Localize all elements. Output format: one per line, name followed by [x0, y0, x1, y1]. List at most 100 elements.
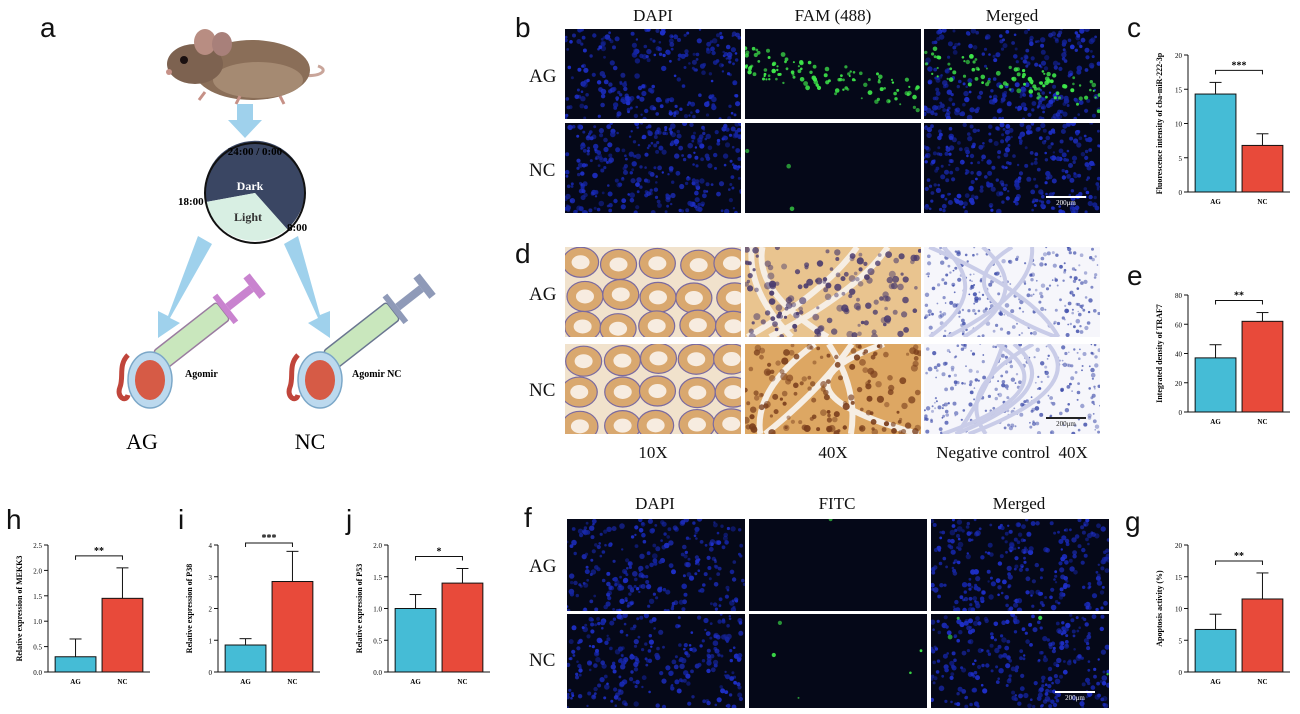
significance-bracket [1215, 560, 1263, 565]
chart-c: 0 5 10 15 20 Fluorescence intensity of cba-mi… [1155, 52, 1290, 206]
panel-label-g: g [1125, 506, 1141, 537]
y-tick-label: 40 [1175, 351, 1183, 359]
bar-ag [394, 608, 437, 673]
y-tick-label: 2.5 [33, 542, 42, 550]
clock-right-label: 8:00 [287, 222, 308, 234]
right-arrow-icon [284, 236, 330, 338]
d-image-nc-10x [565, 344, 741, 434]
significance-stars: ** [94, 546, 104, 557]
f-image-ag-dapi [567, 519, 745, 611]
panel-label-i: i [178, 504, 185, 535]
y-tick-label: 0.5 [33, 644, 42, 652]
d-bottom-label-10x: 10X [638, 443, 668, 462]
d-image-ag-40x [745, 247, 921, 337]
y-axis-label: Relative expression of P38 [185, 564, 194, 653]
schematic-panel-a: 24:00 / 0:00 18:00 8:00 Dark Light Agomi… [116, 29, 436, 454]
panel-label-j: j [346, 504, 353, 535]
d-bottom-label-neg: Negative control 40X [936, 443, 1088, 462]
y-tick-label: 20 [1175, 542, 1183, 550]
x-tick-label: AG [240, 678, 251, 686]
x-tick-label: AG [1210, 198, 1221, 206]
f-col-title-fitc: FITC [818, 494, 856, 513]
bar-ag [224, 644, 267, 673]
f-image-nc-dapi [567, 614, 745, 708]
y-tick-label: 0.5 [373, 637, 382, 645]
d-image-nc-40x [745, 344, 921, 434]
x-tick-label: NC [1257, 198, 1267, 206]
y-tick-label: 0.0 [33, 669, 42, 677]
panel-label-d: d [515, 238, 531, 269]
d-bottom-label-40x: 40X [818, 443, 848, 462]
f-row-label-nc: NC [529, 650, 556, 671]
panel-label-a: a [40, 12, 56, 43]
y-tick-label: 20 [1175, 52, 1183, 60]
b-image-ag-dapi [565, 29, 741, 119]
b-image-ag-merged [924, 29, 1100, 119]
y-tick-label: 1.5 [33, 593, 42, 601]
y-axis-label: Fluorescence intensity of cba-miR-222-3p [1155, 52, 1164, 194]
b-col-title-fam: FAM (488) [794, 6, 872, 25]
group-ag-label: AG [126, 429, 158, 454]
b-row-label-nc: NC [529, 160, 556, 181]
significance-stars: ** [1234, 291, 1244, 302]
x-tick-label: AG [1210, 678, 1221, 686]
down-arrow-icon [228, 104, 262, 138]
bar-ag [1194, 628, 1237, 673]
significance-bracket [245, 542, 293, 547]
y-axis-label: Apoptosis activity (%) [1155, 570, 1164, 647]
b-image-nc-fam [745, 123, 921, 213]
y-tick-label: 10 [1175, 606, 1183, 614]
x-tick-label: NC [1257, 418, 1267, 426]
b-image-nc-dapi [565, 123, 741, 213]
y-tick-label: 2 [209, 606, 213, 614]
d-image-ag-10x [565, 247, 741, 337]
significance-stars: *** [262, 533, 277, 544]
y-axis-label: Relative expression of P53 [355, 564, 364, 653]
mouse-illustration [166, 29, 325, 105]
syringe-right-icon [305, 273, 436, 380]
x-tick-label: AG [1210, 418, 1221, 426]
y-tick-label: 4 [209, 542, 213, 550]
y-tick-label: 0 [209, 669, 213, 677]
clock-top-label: 24:00 / 0:00 [228, 146, 283, 158]
x-tick-label: NC [287, 678, 297, 686]
y-axis-label: Integrated density of TRAF7 [1155, 304, 1164, 403]
b-row-label-ag: AG [529, 66, 557, 87]
y-tick-label: 80 [1175, 292, 1183, 300]
d-image-ag-neg [924, 247, 1100, 337]
bar-nc [1241, 320, 1284, 413]
significance-stars: * [437, 546, 442, 557]
b-col-title-dapi: DAPI [633, 6, 673, 25]
b-image-ag-fam [745, 29, 921, 119]
bar-nc [1241, 144, 1284, 193]
bar-ag [54, 656, 97, 673]
significance-bracket [415, 555, 463, 561]
bar-nc [441, 582, 484, 673]
y-tick-label: 5 [1179, 155, 1183, 163]
chart-e: 0 20 40 60 80 Integrated density of TRAF7 AG NC… [1155, 291, 1290, 426]
y-tick-label: 2.0 [33, 567, 42, 575]
panel-label-b: b [515, 12, 531, 43]
bar-nc [1241, 598, 1284, 673]
y-tick-label: 5 [1179, 637, 1183, 645]
y-tick-label: 10 [1175, 121, 1183, 129]
significance-stars: ** [1234, 551, 1244, 562]
significance-stars: *** [1232, 60, 1247, 71]
f-col-title-dapi: DAPI [635, 494, 675, 513]
f-scale-bar: 200μm [1055, 691, 1095, 702]
significance-bracket [75, 555, 123, 560]
y-tick-label: 15 [1175, 86, 1183, 94]
x-tick-label: AG [410, 678, 421, 686]
f-image-ag-merged [931, 519, 1109, 611]
d-image-nc-neg: 200μm [924, 344, 1100, 434]
b-scale-bar: 200μm [1046, 196, 1086, 207]
bar-ag [1194, 93, 1237, 193]
y-tick-label: 60 [1175, 321, 1183, 329]
x-tick-label: NC [117, 678, 127, 686]
y-tick-label: 0.0 [373, 669, 382, 677]
y-tick-label: 2.0 [373, 542, 382, 550]
agomir-nc-label: Agomir NC [352, 369, 402, 380]
y-tick-label: 1.0 [33, 618, 42, 626]
significance-bracket [1215, 69, 1263, 75]
y-tick-label: 3 [209, 574, 213, 582]
